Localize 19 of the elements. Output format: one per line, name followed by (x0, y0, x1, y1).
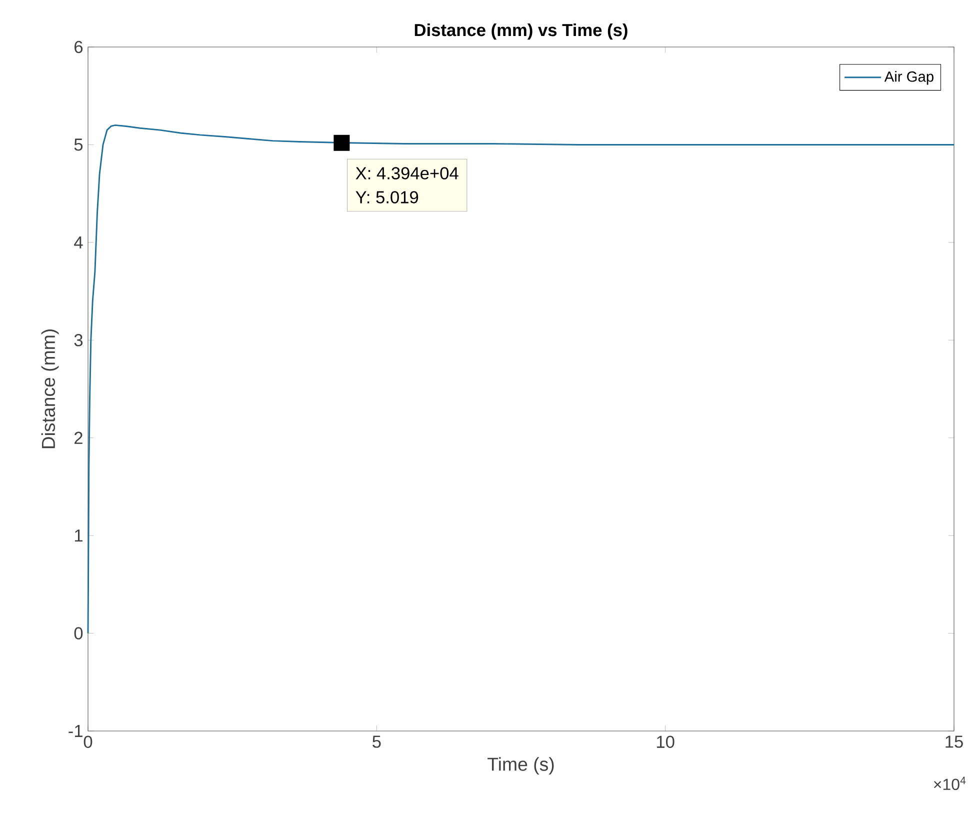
annotation: X: 4.394e+04 (356, 167, 458, 180)
chart-title: Distance (mm) vs Time (s) (414, 23, 628, 40)
x-tick-label: 10 (657, 736, 674, 748)
y-tick-label: 3 (74, 334, 83, 346)
x-axis-title: Time (s) (488, 757, 554, 775)
text: ×10$^{4}$ (934, 776, 966, 790)
y-tick-label: -1 (68, 725, 82, 737)
annotation: Y: 5.019 (356, 191, 418, 204)
y-tick-label: 4 (74, 236, 83, 248)
y-tick-label: 2 (74, 432, 82, 444)
x-tick-label: 0 (84, 736, 92, 748)
y-tick-label: 5 (74, 138, 83, 151)
y-tick-label: 6 (74, 40, 83, 54)
y-tick-label: 0 (74, 627, 83, 640)
y-tick-label: 1 (74, 530, 82, 542)
x-tick-label: 15 (946, 736, 963, 748)
x-tick-label: 5 (372, 736, 381, 748)
y-axis-title: Distance (mm) (41, 330, 59, 448)
legend-label: Air Gap (884, 71, 934, 85)
